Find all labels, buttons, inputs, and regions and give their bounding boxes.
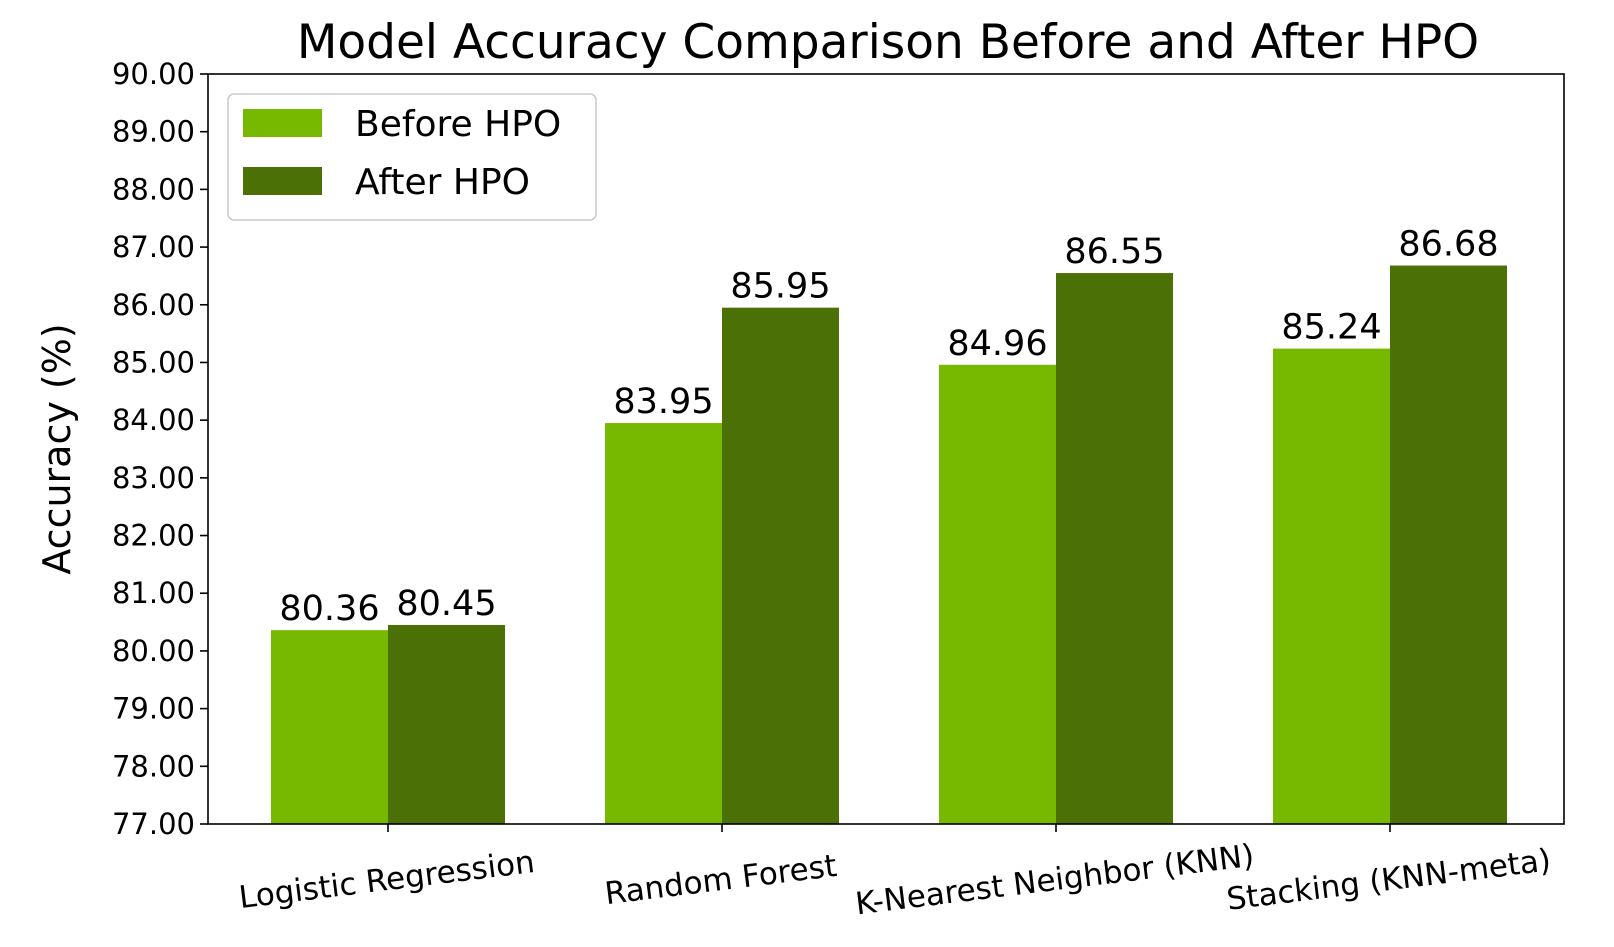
plot-frame [207, 73, 1565, 825]
data-labels-layer: 80.36 83.95 84.96 85.24 80.45 85.95 86.55 86.68 [279, 225, 1498, 630]
data-label-3-0: 85.24 [1281, 308, 1381, 348]
y-tick-label-12: 89.00 [112, 115, 195, 149]
y-tick-label-11: 88.00 [112, 172, 195, 206]
y-tick-label-3: 80.00 [112, 634, 195, 668]
y-tick-label-4: 81.00 [112, 576, 195, 610]
data-label-1-1: 85.95 [730, 267, 830, 307]
legend-swatch-0 [243, 109, 322, 137]
legend-label-0: Before HPO [355, 104, 561, 145]
bar-3-1 [1390, 265, 1507, 824]
bar-1-0 [605, 423, 722, 824]
chart-title: Model Accuracy Comparison Before and Aft… [297, 15, 1479, 70]
y-tick-label-0: 77.00 [112, 807, 195, 841]
legend-swatch-1 [243, 167, 322, 195]
data-label-1-0: 83.95 [613, 382, 713, 422]
y-tick-label-5: 82.00 [112, 519, 195, 553]
x-axis: Logistic Regression Random Forest K-Neares… [237, 824, 1553, 922]
data-label-2-0: 84.96 [947, 324, 1047, 364]
y-axis-label: Accuracy (%) [35, 323, 79, 574]
y-tick-label-13: 90.00 [112, 57, 195, 91]
legend: Before HPO After HPO [227, 93, 597, 221]
y-tick-label-9: 86.00 [112, 288, 195, 322]
x-tick-label-3: Stacking (KNN-meta) [1225, 842, 1553, 917]
bars-layer [271, 265, 1507, 825]
y-tick-label-8: 85.00 [112, 345, 195, 379]
bar-2-1 [1056, 273, 1173, 824]
bar-2-0 [939, 364, 1056, 824]
bar-1-1 [722, 307, 839, 825]
bar-0-0 [271, 630, 388, 824]
y-tick-label-7: 84.00 [112, 403, 195, 437]
bar-0-1 [388, 624, 505, 824]
y-tick-label-1: 78.00 [112, 749, 195, 783]
y-tick-label-2: 79.00 [112, 692, 195, 726]
data-label-0-1: 80.45 [396, 584, 496, 624]
x-tick-label-1: Random Forest [603, 848, 839, 912]
data-label-3-1: 86.68 [1398, 225, 1498, 265]
y-tick-label-10: 87.00 [112, 230, 195, 264]
data-label-0-0: 80.36 [279, 589, 379, 629]
x-tick-label-0: Logistic Regression [237, 844, 537, 916]
legend-label-1: After HPO [355, 162, 530, 203]
data-label-2-1: 86.55 [1064, 232, 1164, 272]
y-tick-label-6: 83.00 [112, 461, 195, 495]
y-axis: 77.00 78.00 79.00 80.00 81.00 82.00 83.00 84.00… [112, 57, 208, 841]
bar-3-0 [1273, 348, 1390, 824]
x-tick-label-2: K-Nearest Neighbor (KNN) [854, 838, 1257, 923]
